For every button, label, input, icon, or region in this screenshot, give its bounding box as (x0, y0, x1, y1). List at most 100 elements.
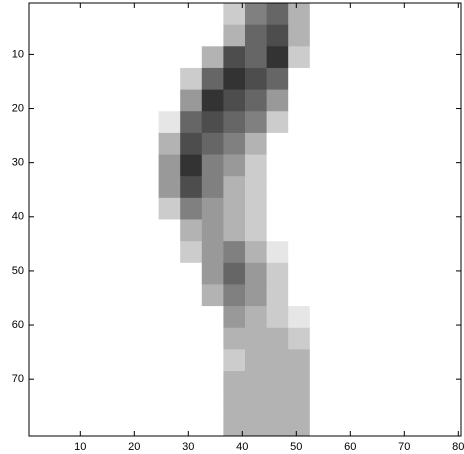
heat-cell (374, 154, 397, 177)
heat-cell (266, 306, 289, 329)
heat-cell (331, 67, 354, 90)
heat-cell (245, 262, 267, 285)
heat-cell (374, 46, 397, 69)
heat-cell (115, 176, 138, 199)
heat-cell (223, 306, 246, 329)
heat-cell (201, 219, 224, 242)
heat-cell (29, 89, 51, 112)
heat-cell (309, 46, 332, 69)
heat-cell (439, 46, 462, 69)
heat-cell (50, 306, 73, 329)
heat-cell (180, 306, 203, 329)
heat-cell (50, 371, 73, 394)
heat-cell (266, 327, 289, 350)
heat-cell (29, 306, 51, 329)
x-tick-label: 10 (74, 441, 86, 453)
heat-cell (180, 349, 203, 372)
heat-cell (115, 349, 138, 372)
heat-cell (223, 284, 246, 307)
heat-cell (115, 327, 138, 350)
heat-cell (245, 132, 267, 155)
heat-cell (309, 284, 332, 307)
heat-cell (245, 46, 267, 69)
y-tick-label: 40 (12, 211, 24, 223)
heat-cell (223, 241, 246, 264)
heat-cell (245, 176, 267, 199)
heat-cell (29, 132, 51, 155)
heat-cell (417, 414, 440, 437)
heat-cell (353, 371, 375, 394)
heat-cell (245, 67, 267, 90)
heat-cell (180, 219, 203, 242)
heat-cell (353, 89, 375, 112)
heat-cell (353, 284, 375, 307)
heat-cell (245, 327, 267, 350)
heat-cell (115, 3, 138, 26)
heat-cell (158, 371, 181, 394)
heat-cell (158, 3, 181, 26)
heat-cell (245, 392, 267, 415)
heat-cell (223, 154, 246, 177)
heat-cell (288, 197, 311, 220)
heat-cell (50, 284, 73, 307)
heat-cell (417, 284, 440, 307)
heat-cell (29, 414, 51, 437)
heat-cell (439, 24, 462, 47)
heat-cell (309, 392, 332, 415)
heat-cell (439, 414, 462, 437)
y-tick-label: 60 (12, 319, 24, 331)
heat-cell (115, 154, 138, 177)
heat-cell (201, 306, 224, 329)
heat-cell (374, 67, 397, 90)
heat-cell (201, 327, 224, 350)
heat-cell (374, 3, 397, 26)
heat-cell (245, 111, 267, 134)
heat-cell (29, 262, 51, 285)
heat-cell (439, 111, 462, 134)
heat-cell (93, 241, 116, 264)
heat-cell (396, 219, 419, 242)
heat-cell (288, 284, 311, 307)
heat-cell (180, 3, 203, 26)
heat-cell (439, 154, 462, 177)
heat-cell (72, 111, 95, 134)
heat-cell (331, 306, 354, 329)
heat-cell (180, 67, 203, 90)
heat-cell (396, 3, 419, 26)
heat-cell (288, 371, 311, 394)
heat-cell (50, 3, 73, 26)
heat-cell (309, 219, 332, 242)
heat-cell (396, 371, 419, 394)
heat-cell (72, 284, 95, 307)
heat-cell (201, 132, 224, 155)
heat-cell (72, 241, 95, 264)
heat-cell (158, 46, 181, 69)
heat-cell (245, 371, 267, 394)
heat-cell (288, 24, 311, 47)
heat-cell (353, 414, 375, 437)
heat-cell (180, 284, 203, 307)
heat-cell (353, 132, 375, 155)
heat-cell (50, 414, 73, 437)
heat-cell (50, 197, 73, 220)
heat-cell (50, 392, 73, 415)
heat-cell (93, 392, 116, 415)
heat-cell (396, 46, 419, 69)
heat-cell (331, 327, 354, 350)
heat-cell (180, 132, 203, 155)
x-tick-label: 30 (182, 441, 194, 453)
heat-cell (158, 241, 181, 264)
heat-cell (72, 3, 95, 26)
heat-cell (50, 327, 73, 350)
heat-cell (374, 392, 397, 415)
heat-cell (331, 197, 354, 220)
heat-cell (223, 262, 246, 285)
heat-cell (439, 89, 462, 112)
heat-cell (331, 284, 354, 307)
heat-cell (137, 262, 159, 285)
heat-cell (93, 219, 116, 242)
heat-cell (180, 24, 203, 47)
heat-cell (158, 89, 181, 112)
heat-cell (396, 89, 419, 112)
